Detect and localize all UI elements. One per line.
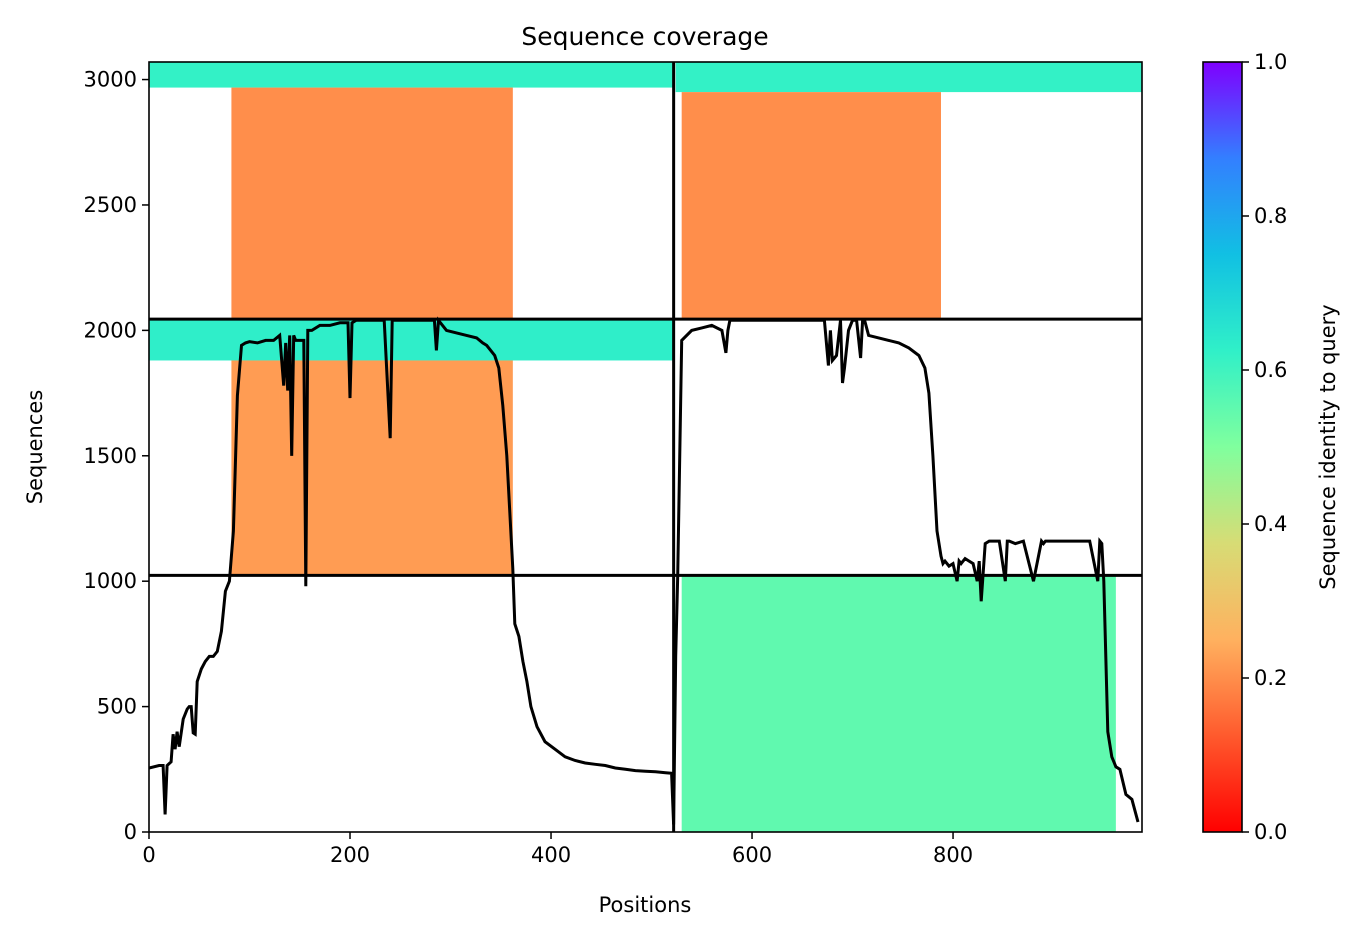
x-tick-label: 600 bbox=[732, 843, 772, 867]
colorbar bbox=[1202, 61, 1243, 833]
x-tick-label: 400 bbox=[531, 843, 571, 867]
coverage-block bbox=[231, 87, 513, 320]
coverage-blocks bbox=[149, 62, 1142, 832]
colorbar-tick-label: 0.2 bbox=[1254, 666, 1287, 690]
x-tick-label: 800 bbox=[933, 843, 973, 867]
colorbar-tick-label: 0.4 bbox=[1254, 512, 1287, 536]
colorbar-tick-label: 1.0 bbox=[1254, 50, 1287, 74]
coverage-block bbox=[231, 360, 513, 576]
colorbar-label: Sequence identity to query bbox=[1316, 304, 1340, 589]
x-tick-label: 0 bbox=[142, 843, 155, 867]
y-tick-label: 0 bbox=[124, 820, 137, 844]
coverage-block bbox=[675, 62, 1142, 93]
x-tick-label: 200 bbox=[330, 843, 370, 867]
colorbar-tick-label: 0.0 bbox=[1254, 820, 1287, 844]
colorbar-tick-label: 0.8 bbox=[1254, 204, 1287, 228]
y-axis-ticks: 0 500 1000 1500 2000 2500 3000 bbox=[84, 68, 149, 844]
coverage-block bbox=[681, 575, 1116, 832]
y-tick-label: 500 bbox=[97, 695, 137, 719]
y-tick-label: 1000 bbox=[84, 569, 137, 593]
chart-title: Sequence coverage bbox=[521, 22, 768, 51]
coverage-block bbox=[149, 62, 674, 88]
x-axis-ticks: 0 200 400 600 800 bbox=[142, 832, 973, 867]
colorbar-ticks: 0.0 0.2 0.4 0.6 0.8 1.0 bbox=[1242, 50, 1287, 844]
y-tick-label: 2500 bbox=[84, 193, 137, 217]
coverage-block bbox=[149, 319, 674, 361]
coverage-block bbox=[681, 92, 941, 320]
y-tick-label: 3000 bbox=[84, 68, 137, 92]
coverage-line bbox=[149, 316, 1140, 825]
y-axis-label: Sequences bbox=[23, 390, 47, 505]
plot-frame bbox=[148, 61, 1143, 833]
x-axis-label: Positions bbox=[599, 893, 692, 917]
colorbar-tick-label: 0.6 bbox=[1254, 358, 1287, 382]
y-tick-label: 1500 bbox=[84, 444, 137, 468]
y-tick-label: 2000 bbox=[84, 318, 137, 342]
